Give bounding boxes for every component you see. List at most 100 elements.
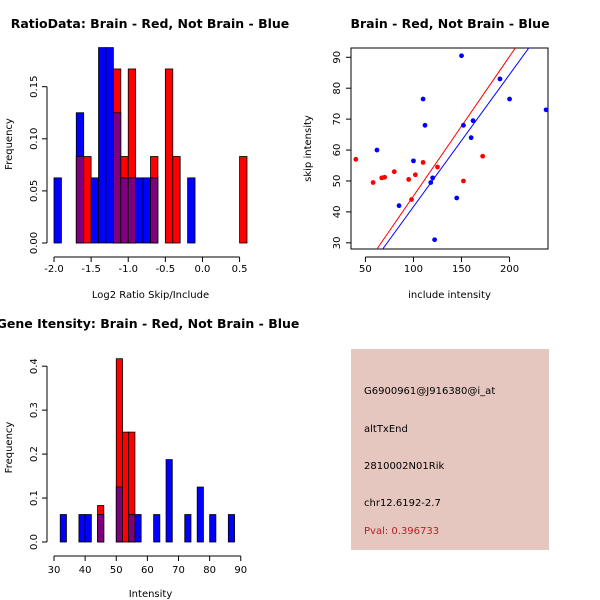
ratio-brain-bar (164, 68, 174, 244)
intensity-x-tick-label: 40 (79, 565, 92, 576)
scatter-not-brain-point (470, 118, 476, 124)
intensity-not-brain-bar (59, 514, 67, 543)
scatter-not-brain-point (461, 122, 466, 128)
scatter-brain-point (406, 177, 412, 182)
scatter-not-brain-fit-line (382, 48, 530, 249)
scatter-chart-title: Brain - Red, Not Brain - Blue (350, 16, 549, 31)
ratio-not-brain-bar (142, 177, 151, 244)
scatter-y-tick-label: 30 (332, 236, 343, 249)
ratio-not-brain-bar (53, 177, 62, 244)
scatter-y-tick-label: 40 (332, 206, 343, 219)
intensity-x-tick-label: 60 (141, 565, 154, 576)
scatter-brain-point (370, 180, 376, 185)
scatter-y-tick-label: 70 (332, 113, 343, 126)
scatter-not-brain-point (454, 195, 460, 201)
scatter-not-brain-point (411, 158, 416, 164)
scatter-y-axis-label: skip intensity (303, 115, 314, 182)
ratio-not-brain-bar (187, 177, 196, 244)
scatter-not-brain-point (497, 76, 503, 82)
intensity-brain-bar (122, 431, 130, 543)
intensity-y-tick-label: 0.4 (29, 358, 40, 374)
ratio-chart-title: RatioData: Brain - Red, Not Brain - Blue (11, 16, 290, 31)
scatter-not-brain-point (468, 135, 474, 141)
ratio-not-brain-bar (98, 47, 107, 244)
ratio-brain-bar (239, 156, 248, 244)
scatter-brain-point (409, 197, 414, 202)
scatter-brain-point (412, 172, 418, 178)
ratio-x-tick-label: -1.5 (81, 264, 101, 275)
ratio-overlap-bar (75, 156, 85, 244)
ratio-x-tick-label: -1.0 (118, 264, 138, 275)
scatter-not-brain-point (430, 175, 436, 181)
scatter-brain-point (435, 164, 440, 170)
intensity-not-brain-bar (227, 514, 235, 543)
ratio-y-tick-label: 0.00 (29, 232, 40, 254)
scatter-x-tick-label: 50 (359, 264, 372, 275)
intensity-x-tick-label: 90 (234, 565, 247, 576)
ratio-brain-bar (172, 156, 181, 244)
intensity-overlap-bar (115, 486, 123, 543)
scatter-not-brain-point (374, 147, 380, 153)
ratio-overlap-bar (120, 177, 129, 244)
ratio-overlap-bar (112, 112, 122, 244)
scatter-y-tick-label: 50 (332, 175, 343, 188)
ratio-x-tick-label: 0.5 (232, 264, 248, 275)
intensity-y-tick-label: 0.3 (29, 402, 40, 418)
genomic-location: chr12.6192-2.7 (364, 498, 441, 509)
p-value: Pval: 0.396733 (364, 526, 440, 537)
scatter-brain-point (420, 160, 426, 165)
scatter-not-brain-point (507, 96, 512, 102)
ratio-x-tick-label: -2.0 (44, 264, 64, 275)
scatter-plot-frame (350, 47, 549, 250)
ratio-x-tick-label: 0.0 (195, 264, 211, 275)
intensity-x-tick-label: 30 (48, 565, 61, 576)
ratio-x-tick-label: -0.5 (156, 264, 176, 275)
scatter-not-brain-point (422, 122, 428, 128)
scatter-not-brain-point (420, 96, 426, 102)
intensity-x-tick-label: 50 (110, 565, 123, 576)
scatter-y-tick-label: 80 (332, 82, 343, 95)
intensity-y-tick-label: 0.1 (29, 490, 40, 506)
ratio-y-axis-label: Frequency (4, 118, 15, 170)
scatter-brain-point (461, 178, 466, 184)
scatter-not-brain-point (459, 53, 464, 59)
intensity-not-brain-bar (134, 514, 142, 543)
scatter-brain-fit-line (376, 48, 516, 249)
probe-info-panel: G6900961@J916380@i_at altTxEnd 2810002N0… (351, 349, 549, 550)
ratio-overlap-bar (127, 177, 137, 244)
scatter-brain-point (353, 156, 359, 162)
intensity-y-tick-label: 0.0 (29, 534, 40, 550)
probe-id: G6900961@J916380@i_at (364, 386, 496, 397)
intensity-chart-title: Gene Itensity: Brain - Red, Not Brain - … (0, 316, 299, 331)
scatter-brain-point (382, 174, 388, 180)
intensity-y-axis-label: Frequency (4, 422, 15, 474)
scatter-x-tick-label: 200 (500, 264, 519, 275)
intensity-not-brain-bar (78, 514, 86, 543)
ratio-not-brain-bar (90, 177, 99, 244)
intensity-x-tick-label: 80 (203, 565, 216, 576)
scatter-not-brain-point (543, 107, 549, 113)
intensity-not-brain-bar (84, 514, 92, 543)
ratio-x-axis-label: Log2 Ratio Skip/Include (92, 290, 209, 301)
scatter-not-brain-point (428, 180, 434, 185)
scatter-not-brain-point (396, 203, 402, 209)
intensity-overlap-bar (97, 514, 105, 543)
intensity-not-brain-bar (165, 459, 173, 543)
intensity-x-axis-label: Intensity (129, 589, 173, 600)
scatter-brain-point (391, 169, 397, 175)
ratio-not-brain-bar (135, 177, 144, 244)
ratio-not-brain-bar (105, 47, 114, 244)
gene-symbol: 2810002N01Rik (364, 461, 445, 472)
event-type: altTxEnd (364, 424, 408, 435)
intensity-not-brain-bar (153, 514, 161, 543)
scatter-x-tick-label: 100 (404, 264, 423, 275)
intensity-y-tick-label: 0.2 (29, 446, 40, 462)
ratio-overlap-bar (150, 177, 159, 244)
ratio-y-tick-label: 0.10 (29, 128, 40, 150)
intensity-not-brain-bar (209, 514, 217, 543)
scatter-y-tick-label: 60 (332, 144, 343, 157)
ratio-y-tick-label: 0.15 (29, 76, 40, 98)
scatter-not-brain-point (432, 237, 438, 243)
scatter-y-tick-label: 90 (332, 51, 343, 64)
